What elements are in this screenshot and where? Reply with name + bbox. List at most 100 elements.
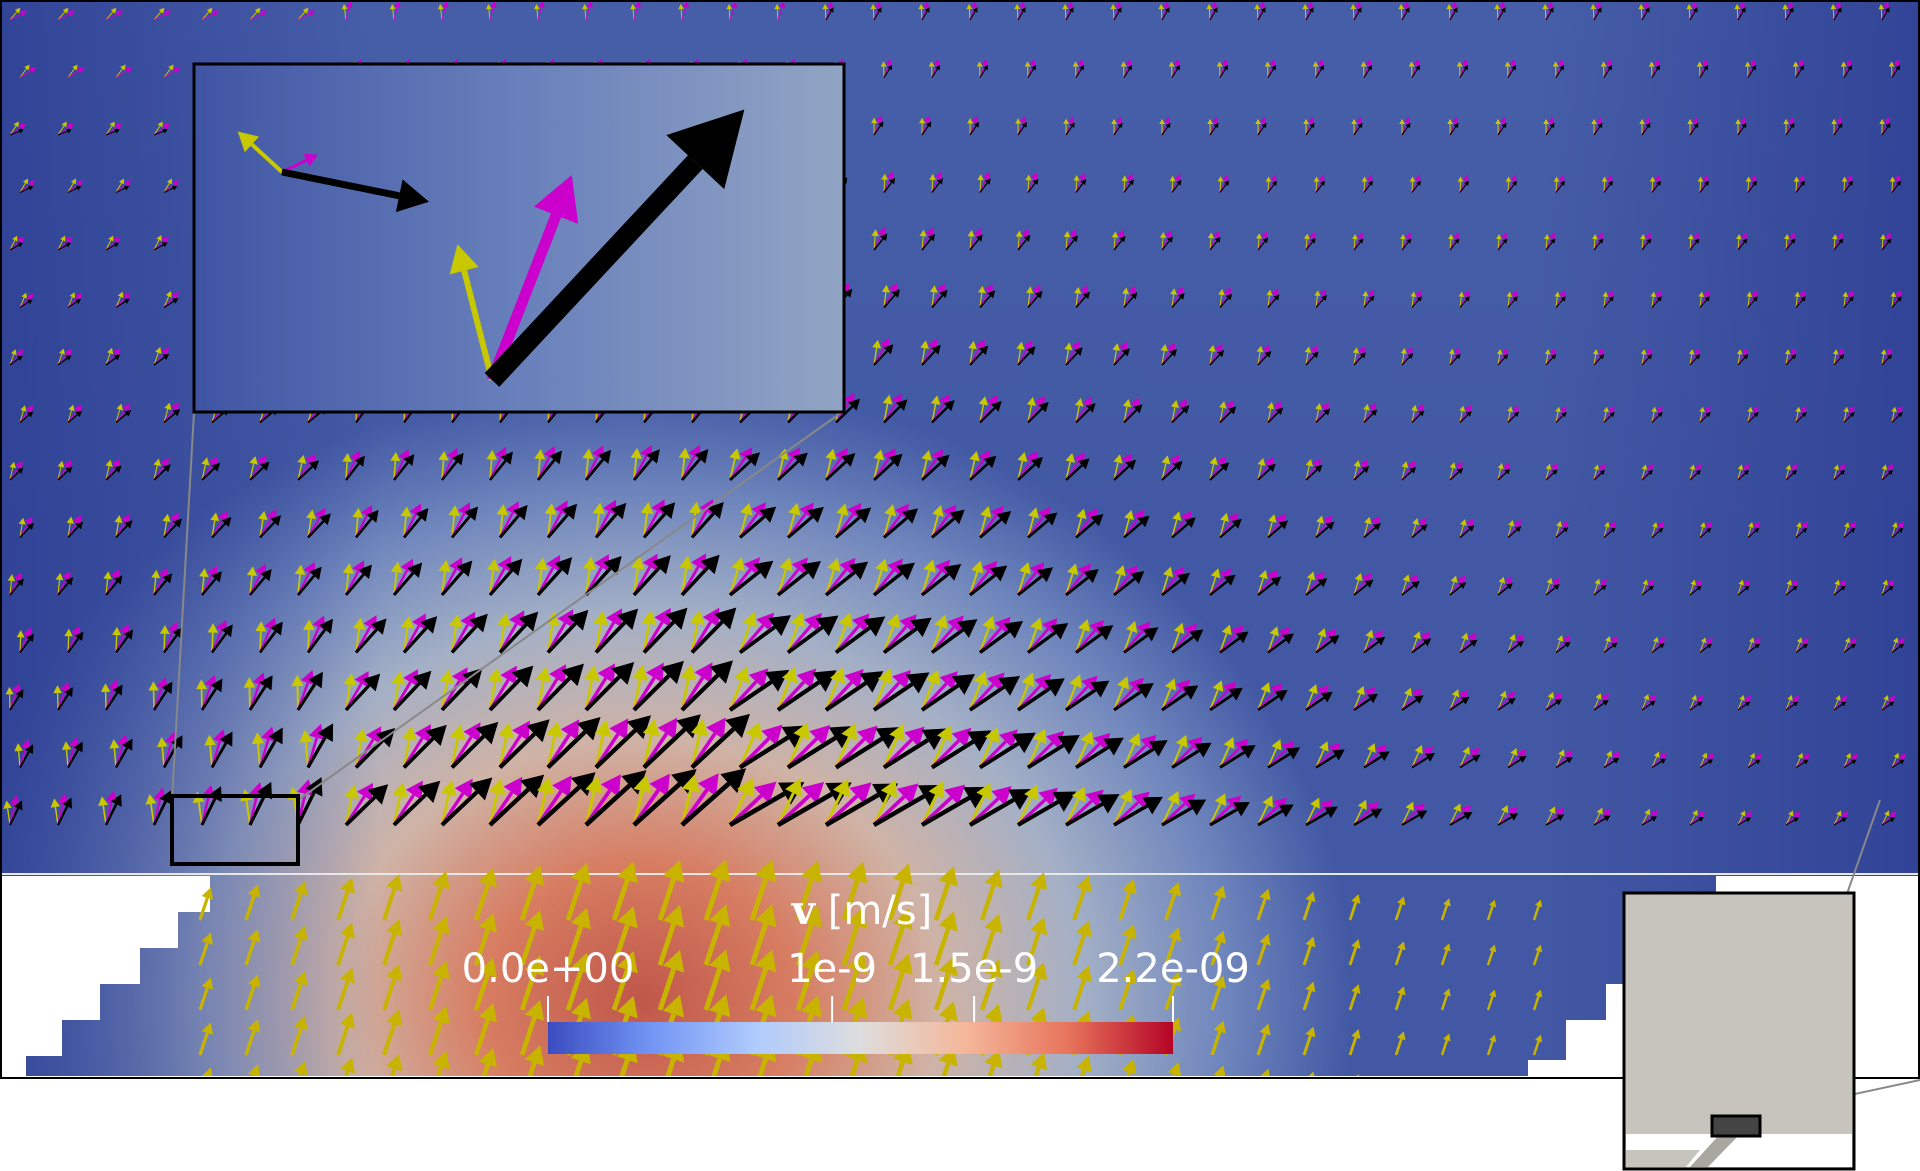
arrow-magenta xyxy=(105,10,124,21)
arrow-yellow-lower xyxy=(198,1022,214,1056)
arrow-yellow xyxy=(1305,571,1316,596)
arrow-yellow xyxy=(1592,349,1599,366)
arrow-black xyxy=(1843,180,1853,193)
arrow-black xyxy=(498,505,528,539)
arrow-yellow xyxy=(98,796,109,826)
arrow-yellow xyxy=(776,666,798,711)
arrow-yellow xyxy=(729,448,741,481)
arrow-yellow xyxy=(1543,118,1549,136)
arrow-yellow xyxy=(1792,61,1799,78)
arrow-black xyxy=(921,344,941,366)
arrow-yellow xyxy=(1459,405,1466,423)
arrow-black xyxy=(1641,238,1652,251)
arrow-yellow xyxy=(294,564,306,596)
arrow-black xyxy=(392,670,432,712)
arrow-yellow xyxy=(1304,346,1312,366)
arrow-yellow xyxy=(1168,61,1175,78)
arrow-yellow xyxy=(1554,291,1561,308)
arrow-yellow xyxy=(1112,788,1133,826)
arrow-black xyxy=(1353,122,1363,136)
arrow-black xyxy=(1555,756,1573,769)
arrow-yellow-lower xyxy=(979,913,1003,966)
arrow-black xyxy=(1459,411,1472,423)
arrow-black xyxy=(163,298,179,309)
arrow-yellow xyxy=(594,720,612,768)
arrow-yellow xyxy=(1353,572,1363,596)
arrow-yellow xyxy=(1219,512,1229,538)
arrow-yellow xyxy=(402,726,417,768)
arrow-yellow xyxy=(1401,801,1414,826)
arrow-yellow xyxy=(246,566,257,596)
arrow-magenta xyxy=(115,67,133,78)
arrow-yellow xyxy=(1747,752,1755,768)
arrow-yellow xyxy=(1651,521,1658,538)
arrow-yellow xyxy=(1593,578,1601,596)
arrow-black xyxy=(152,681,173,711)
arrow-black xyxy=(1507,526,1522,539)
arrow-black xyxy=(1593,122,1603,136)
arrow-magenta xyxy=(67,67,85,78)
arrow-yellow xyxy=(1785,464,1792,481)
arrow-black xyxy=(824,561,869,597)
arrow-yellow xyxy=(67,292,76,308)
arrow-yellow xyxy=(1640,349,1647,366)
arrow-yellow-lower xyxy=(1348,1029,1361,1056)
arrow-black xyxy=(873,344,894,366)
colorbar-bar xyxy=(548,1022,1173,1054)
arrow-yellow xyxy=(534,557,548,596)
arrow-yellow xyxy=(1449,803,1461,826)
arrow-black xyxy=(1209,802,1250,827)
arrow-magenta xyxy=(537,2,545,21)
arrow-yellow xyxy=(243,677,256,711)
arrow-yellow xyxy=(389,4,396,21)
arrow-yellow xyxy=(968,340,977,366)
arrow-yellow-lower xyxy=(386,1054,403,1076)
arrow-yellow xyxy=(1507,633,1516,653)
arrow-yellow-lower xyxy=(524,1045,545,1076)
arrow-yellow xyxy=(201,7,213,21)
arrow-yellow xyxy=(1698,291,1705,308)
arrow-yellow xyxy=(640,502,654,538)
arrow-black xyxy=(67,521,84,539)
arrow-yellow xyxy=(390,561,403,596)
arrow-yellow xyxy=(1123,509,1134,538)
arrow-black xyxy=(921,121,932,136)
arrow-yellow xyxy=(249,7,261,21)
arrow-yellow-lower xyxy=(749,904,777,966)
arrow-black xyxy=(1017,678,1065,712)
arrow-yellow xyxy=(1880,349,1887,366)
arrow-yellow xyxy=(352,507,363,538)
arrow-black xyxy=(1027,64,1037,78)
arrow-yellow xyxy=(1689,464,1696,481)
arrow-yellow-lower xyxy=(1026,917,1048,966)
arrow-black xyxy=(786,615,839,655)
arrow-yellow xyxy=(871,117,878,136)
arrow-black xyxy=(1267,747,1301,769)
arrow-black xyxy=(1411,524,1428,539)
arrow-yellow xyxy=(1601,176,1608,193)
arrow-black xyxy=(729,452,761,482)
arrow-black xyxy=(450,506,479,539)
arrow-black xyxy=(1459,754,1481,769)
arrow-black xyxy=(1065,7,1074,21)
arrow-black xyxy=(979,64,989,78)
arrow-black xyxy=(1555,641,1571,654)
arrow-yellow xyxy=(486,558,500,596)
arrow-yellow xyxy=(1497,576,1506,596)
arrow-black xyxy=(211,516,232,539)
arrow-yellow xyxy=(1254,3,1261,21)
arrow-yellow xyxy=(1257,457,1266,481)
arrow-yellow xyxy=(1016,672,1035,711)
arrow-black xyxy=(1305,351,1319,366)
arrow-black xyxy=(1315,180,1325,193)
arrow-yellow xyxy=(1073,174,1080,193)
arrow-yellow xyxy=(9,7,21,21)
arrow-yellow-lower xyxy=(1486,899,1497,921)
arrow-black xyxy=(1401,7,1410,21)
arrow-black xyxy=(1891,296,1902,308)
arrow-black xyxy=(1747,527,1760,538)
arrow-yellow xyxy=(883,504,897,538)
arrow-yellow xyxy=(1362,290,1369,308)
arrow-yellow xyxy=(112,626,122,653)
arrow-black xyxy=(690,502,724,539)
